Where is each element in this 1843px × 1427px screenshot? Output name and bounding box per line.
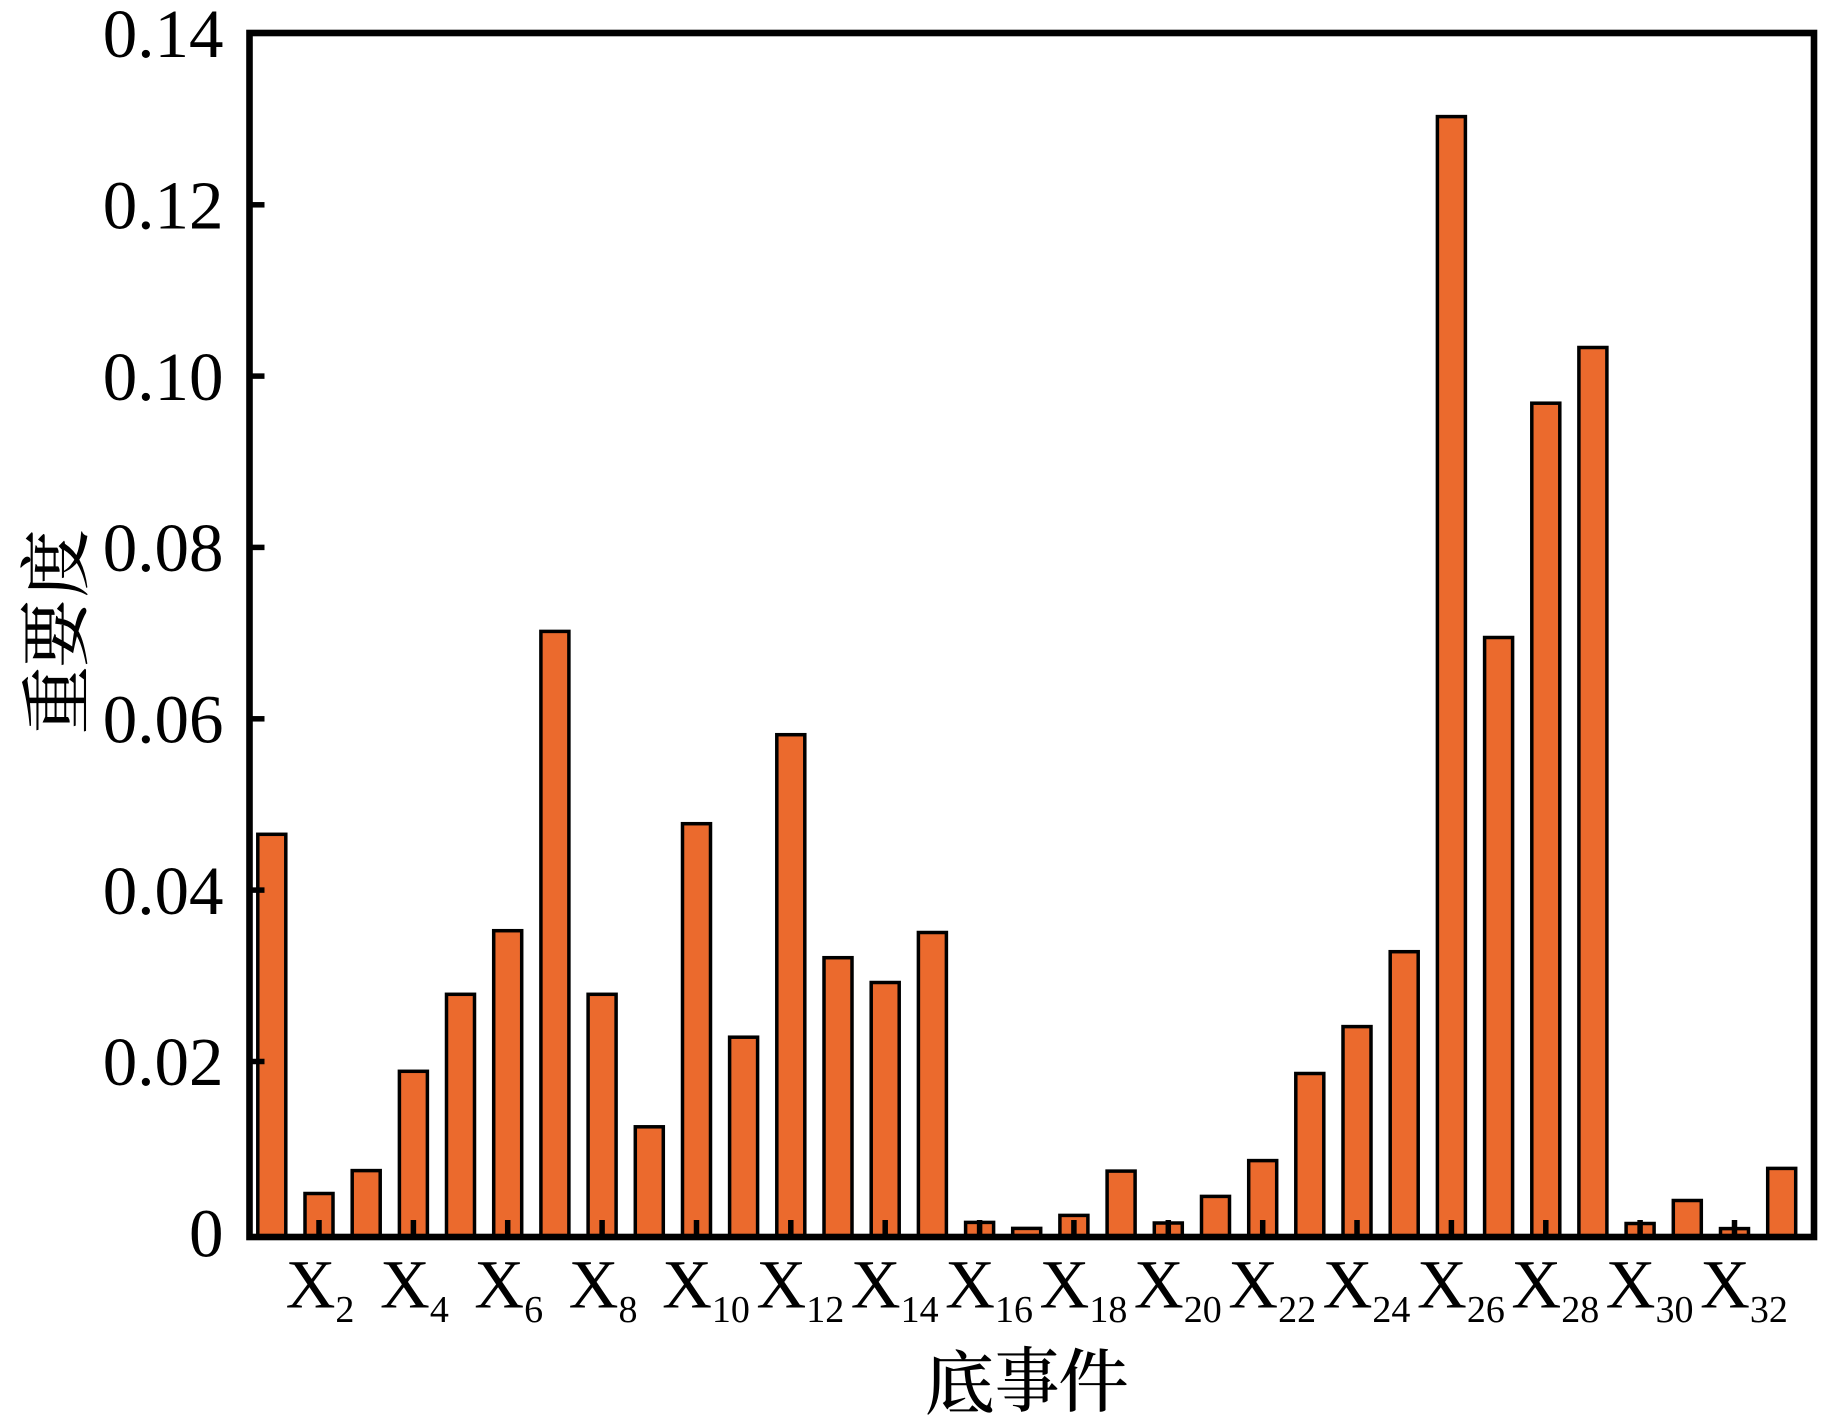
svg-text:0.08: 0.08 xyxy=(103,510,224,586)
svg-text:0: 0 xyxy=(189,1196,224,1272)
svg-text:0.02: 0.02 xyxy=(103,1024,224,1100)
svg-text:0.14: 0.14 xyxy=(103,0,224,72)
svg-text:X30: X30 xyxy=(1606,1247,1694,1332)
svg-text:0.06: 0.06 xyxy=(103,682,224,758)
svg-text:0.12: 0.12 xyxy=(103,167,224,243)
svg-text:0.04: 0.04 xyxy=(103,853,224,929)
svg-text:X28: X28 xyxy=(1511,1247,1599,1332)
svg-text:0.10: 0.10 xyxy=(103,339,224,415)
